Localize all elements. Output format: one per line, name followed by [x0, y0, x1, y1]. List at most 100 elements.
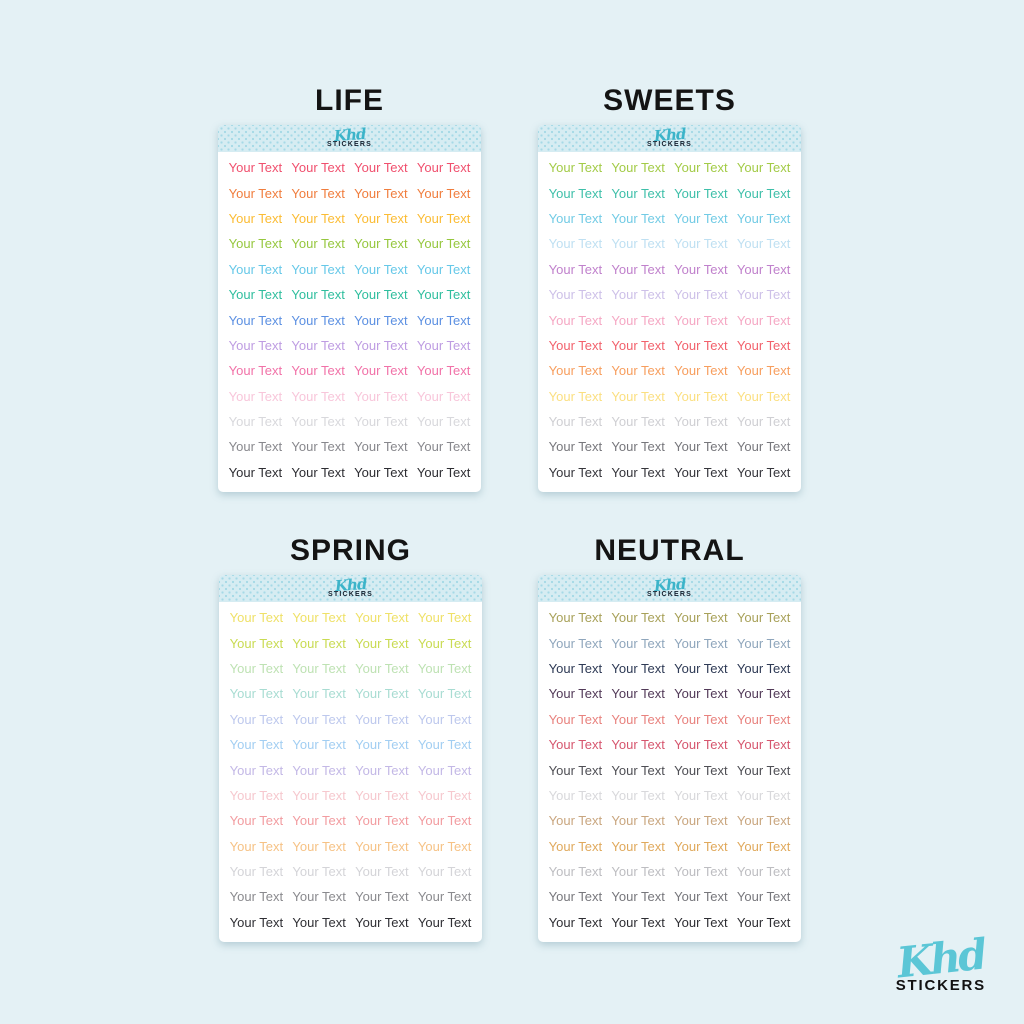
sticker-cell: Your Text: [229, 686, 284, 702]
sticker-cell: Your Text: [354, 388, 408, 404]
sticker-cell: Your Text: [228, 388, 283, 404]
sticker-cell: Your Text: [548, 363, 603, 379]
sticker-cell: Your Text: [548, 660, 603, 676]
sticker-cell: Your Text: [674, 813, 728, 829]
sticker-cell: Your Text: [354, 236, 408, 252]
sticker-cell: Your Text: [548, 388, 603, 404]
sticker-cell: Your Text: [292, 813, 346, 829]
sticker-cell: Your Text: [736, 813, 791, 829]
sheet-title-neutral: NEUTRAL: [594, 534, 745, 567]
sticker-cell: Your Text: [354, 312, 408, 328]
sticker-row: Your Text Your Text Your Text Your Text: [544, 155, 795, 180]
sticker-row: Your Text Your Text Your Text Your Text: [544, 707, 795, 732]
sticker-cell: Your Text: [674, 439, 728, 455]
khd-logo-script: Khd: [653, 125, 686, 146]
khd-brand-logo: Khd STICKERS: [895, 930, 987, 994]
sticker-cell: Your Text: [611, 414, 665, 430]
sticker-cell: Your Text: [416, 210, 471, 226]
sticker-cell: Your Text: [548, 864, 603, 880]
sticker-cell: Your Text: [417, 711, 472, 727]
sticker-cell: Your Text: [736, 737, 791, 753]
sticker-cell: Your Text: [291, 337, 345, 353]
sticker-sheet-neutral: Khd STICKERS Your Text Your Text Your Text…: [538, 575, 801, 942]
sticker-cell: Your Text: [416, 464, 471, 480]
sticker-rows: Your Text Your Text Your Text Your Text Your…: [538, 152, 801, 492]
sticker-cell: Your Text: [611, 610, 665, 626]
sticker-cell: Your Text: [736, 363, 791, 379]
sticker-cell: Your Text: [736, 838, 791, 854]
sticker-cell: Your Text: [229, 914, 284, 930]
sticker-cell: Your Text: [229, 610, 284, 626]
sticker-cell: Your Text: [611, 185, 665, 201]
sticker-cell: Your Text: [416, 160, 471, 176]
sticker-row: Your Text Your Text Your Text Your Text: [225, 910, 476, 935]
sticker-cell: Your Text: [548, 686, 603, 702]
sticker-cell: Your Text: [228, 261, 283, 277]
sticker-row: Your Text Your Text Your Text Your Text: [544, 307, 795, 332]
sticker-cell: Your Text: [611, 261, 665, 277]
sticker-cell: Your Text: [674, 312, 728, 328]
sticker-row: Your Text Your Text Your Text Your Text: [544, 358, 795, 383]
sticker-cell: Your Text: [292, 762, 346, 778]
sticker-cell: Your Text: [355, 762, 409, 778]
sticker-cell: Your Text: [611, 838, 665, 854]
sticker-cell: Your Text: [611, 686, 665, 702]
khd-logo-script: Khd: [333, 125, 366, 146]
sticker-row: Your Text Your Text Your Text Your Text: [224, 358, 475, 383]
sticker-cell: Your Text: [228, 337, 283, 353]
sticker-cell: Your Text: [291, 414, 345, 430]
sticker-sheet-spring: Khd STICKERS Your Text Your Text Your Text…: [219, 575, 482, 942]
sticker-cell: Your Text: [674, 337, 728, 353]
sticker-cell: Your Text: [355, 686, 409, 702]
sticker-cell: Your Text: [228, 312, 283, 328]
sticker-row: Your Text Your Text Your Text Your Text: [225, 681, 476, 706]
sticker-cell: Your Text: [611, 388, 665, 404]
sticker-cell: Your Text: [674, 388, 728, 404]
sticker-cell: Your Text: [355, 635, 409, 651]
sticker-cell: Your Text: [674, 236, 728, 252]
sheet-group-life: LIFE Khd STICKERS Your Text Your Text Your…: [218, 85, 481, 492]
sticker-cell: Your Text: [291, 287, 345, 303]
sticker-cell: Your Text: [417, 787, 472, 803]
sticker-cell: Your Text: [736, 864, 791, 880]
sticker-cell: Your Text: [354, 337, 408, 353]
sticker-cell: Your Text: [354, 363, 408, 379]
sticker-cell: Your Text: [228, 439, 283, 455]
sticker-row: Your Text Your Text Your Text Your Text: [225, 605, 476, 630]
sticker-cell: Your Text: [417, 737, 472, 753]
sticker-row: Your Text Your Text Your Text Your Text: [225, 884, 476, 909]
sticker-cell: Your Text: [548, 635, 603, 651]
sticker-cell: Your Text: [417, 610, 472, 626]
sticker-row: Your Text Your Text Your Text Your Text: [544, 884, 795, 909]
sheet-title-life: LIFE: [315, 84, 384, 117]
sticker-row: Your Text Your Text Your Text Your Text: [544, 630, 795, 655]
sticker-row: Your Text Your Text Your Text Your Text: [544, 681, 795, 706]
sticker-cell: Your Text: [611, 363, 665, 379]
sticker-cell: Your Text: [355, 660, 409, 676]
sticker-cell: Your Text: [417, 838, 472, 854]
sticker-row: Your Text Your Text Your Text Your Text: [224, 206, 475, 231]
sticker-row: Your Text Your Text Your Text Your Text: [544, 206, 795, 231]
sticker-cell: Your Text: [354, 439, 408, 455]
sticker-cell: Your Text: [229, 838, 284, 854]
sticker-cell: Your Text: [611, 635, 665, 651]
sticker-row: Your Text Your Text Your Text Your Text: [544, 605, 795, 630]
sticker-cell: Your Text: [229, 737, 284, 753]
sticker-cell: Your Text: [736, 210, 791, 226]
sticker-cell: Your Text: [611, 312, 665, 328]
sticker-cell: Your Text: [548, 261, 603, 277]
sticker-cell: Your Text: [548, 464, 603, 480]
sticker-row: Your Text Your Text Your Text Your Text: [544, 282, 795, 307]
khd-logo-script: Khd: [334, 575, 367, 596]
sticker-cell: Your Text: [736, 914, 791, 930]
sticker-cell: Your Text: [611, 160, 665, 176]
sticker-cell: Your Text: [611, 287, 665, 303]
sheet-title-spring: SPRING: [289, 534, 412, 567]
khd-logo: Khd STICKERS: [647, 125, 692, 148]
sticker-cell: Your Text: [736, 464, 791, 480]
sheet-group-neutral: NEUTRAL Khd STICKERS Your Text Your Text Y…: [538, 535, 801, 942]
sticker-row: Your Text Your Text Your Text Your Text: [224, 409, 475, 434]
sticker-cell: Your Text: [736, 686, 791, 702]
sticker-cell: Your Text: [354, 160, 408, 176]
sticker-cell: Your Text: [611, 762, 665, 778]
